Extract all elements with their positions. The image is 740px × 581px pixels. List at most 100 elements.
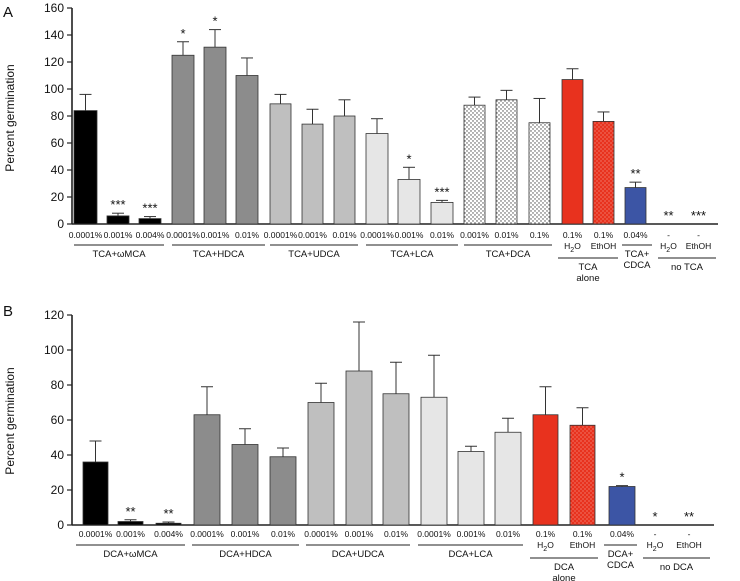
group-label: alone — [552, 573, 575, 581]
bar — [203, 46, 227, 225]
x-tick-label: 0.0001% — [190, 529, 224, 539]
x-tick-label: 0.0001% — [304, 529, 338, 539]
bar — [532, 414, 559, 526]
bar — [592, 121, 615, 225]
significance-stars: *** — [691, 208, 706, 223]
bar — [171, 54, 195, 225]
significance-stars: *** — [434, 184, 449, 199]
x-tick-label: - — [688, 529, 691, 539]
bar — [624, 187, 647, 225]
bar — [117, 521, 144, 526]
x-tick-label: 0.01% — [384, 529, 409, 539]
group-label: CDCA — [607, 560, 635, 571]
group-label: CDCA — [624, 260, 652, 271]
bar — [73, 110, 98, 225]
x-tick-label: 0.0001% — [417, 529, 451, 539]
significance-stars: ** — [125, 504, 135, 519]
bar — [495, 99, 518, 225]
y-tick-label: 100 — [44, 82, 64, 96]
x-tick-label: - — [654, 529, 657, 539]
x-tick-label: 0.01% — [332, 230, 357, 240]
group-label: DCA+ — [608, 549, 634, 560]
y-tick-label: 0 — [57, 217, 64, 231]
x-tick-label: 0.01% — [235, 230, 260, 240]
bar — [420, 396, 448, 526]
significance-stars: ** — [663, 208, 673, 223]
x-tick-sublabel: EthOH — [591, 241, 617, 251]
bar — [235, 75, 259, 225]
bar — [269, 103, 292, 225]
group-label: DCA+HDCA — [219, 549, 272, 560]
significance-stars: ** — [163, 506, 173, 521]
bar — [608, 486, 636, 526]
x-tick-label: 0.1% — [573, 529, 593, 539]
group-label: TCA+ωMCA — [92, 249, 146, 260]
group-label: TCA — [579, 262, 599, 273]
significance-stars: *** — [142, 201, 157, 216]
x-tick-label: 0.001% — [104, 230, 133, 240]
y-tick-label: 20 — [51, 190, 65, 204]
x-tick-sublabel: H2O — [660, 241, 677, 254]
bar — [528, 122, 551, 225]
x-tick-label: 0.0001% — [166, 230, 200, 240]
x-tick-label: 0.0001% — [79, 529, 113, 539]
bar — [231, 444, 259, 526]
y-tick-label: 100 — [44, 343, 64, 357]
bar — [155, 522, 182, 526]
x-tick-label: 0.001% — [116, 529, 145, 539]
x-tick-label: 0.1% — [594, 230, 614, 240]
significance-stars: * — [652, 509, 657, 524]
group-label: DCA+LCA — [448, 549, 493, 560]
x-tick-label: 0.001% — [457, 529, 486, 539]
panel-b-ylabel: Percent germination — [3, 367, 17, 474]
y-tick-label: 140 — [44, 28, 64, 42]
y-tick-label: 40 — [51, 448, 65, 462]
x-tick-label: 0.0001% — [360, 230, 394, 240]
x-tick-label: 0.001% — [460, 230, 489, 240]
significance-stars: ** — [684, 509, 694, 524]
significance-stars: *** — [110, 197, 125, 212]
x-tick-label: 0.01% — [271, 529, 296, 539]
bar — [382, 393, 410, 526]
group-label: TCA+HDCA — [193, 249, 245, 260]
bar — [365, 133, 389, 225]
y-tick-label: 40 — [51, 163, 65, 177]
y-tick-label: 20 — [51, 483, 65, 497]
x-tick-sublabel: H2O — [537, 540, 554, 553]
x-tick-label: 0.04% — [623, 230, 648, 240]
x-tick-label: 0.01% — [496, 529, 521, 539]
y-tick-label: 80 — [51, 109, 65, 123]
group-label: DCA — [554, 562, 575, 573]
bar — [333, 115, 356, 225]
bar — [561, 79, 584, 225]
bar — [269, 456, 297, 526]
x-tick-label: - — [697, 230, 700, 240]
bar — [430, 201, 454, 225]
bar — [569, 424, 596, 526]
group-label: TCA+UDCA — [288, 249, 340, 260]
x-tick-sublabel: EthOH — [686, 241, 712, 251]
bar — [457, 451, 485, 526]
x-tick-sublabel: EthOH — [570, 540, 596, 550]
group-label: DCA+UDCA — [332, 549, 385, 560]
x-tick-label: 0.001% — [395, 230, 424, 240]
panel-a-chart: 0204060801001201401600.0001%***0.001%***… — [44, 1, 718, 284]
x-tick-label: 0.004% — [154, 529, 183, 539]
x-tick-label: 0.0001% — [264, 230, 298, 240]
bar — [82, 461, 109, 526]
x-tick-sublabel: EthOH — [676, 540, 702, 550]
significance-stars: * — [212, 14, 217, 29]
panel-a-label: A — [3, 4, 13, 21]
panel-b-label: B — [3, 303, 13, 320]
group-label: no DCA — [660, 562, 694, 573]
bar — [106, 215, 130, 225]
bar — [193, 414, 221, 526]
y-tick-label: 80 — [51, 378, 65, 392]
y-tick-label: 0 — [57, 518, 64, 532]
x-tick-label: 0.0001% — [69, 230, 103, 240]
x-tick-label: 0.004% — [136, 230, 165, 240]
bar — [301, 123, 324, 225]
significance-stars: * — [406, 151, 411, 166]
